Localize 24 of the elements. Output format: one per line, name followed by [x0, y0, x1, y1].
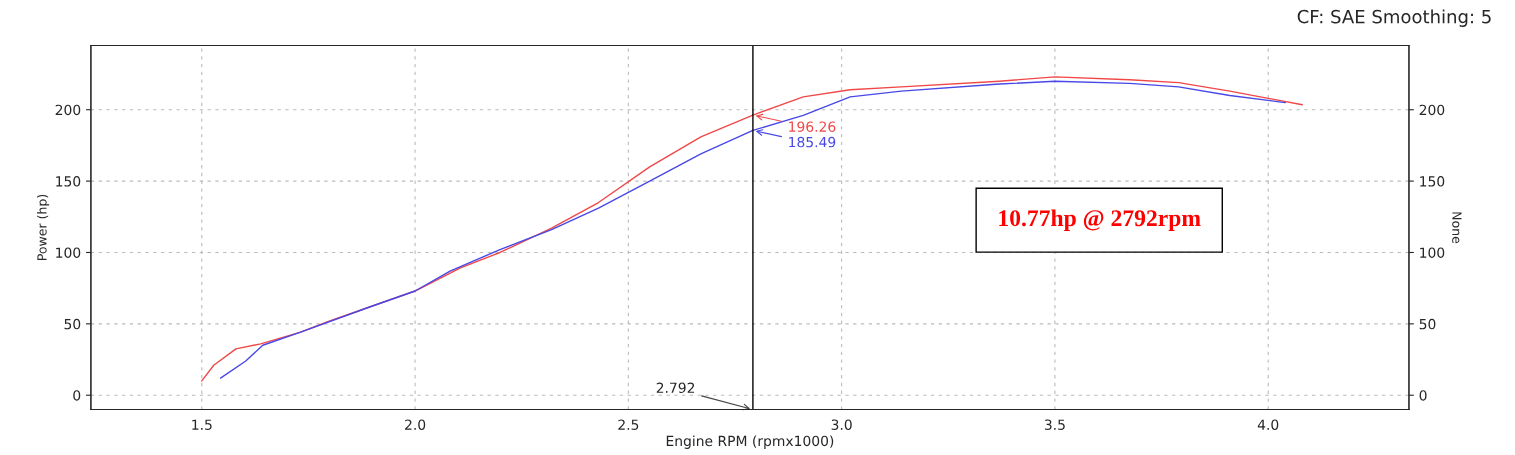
- y2-tick-label: 150: [1420, 176, 1445, 187]
- chart-subtitle: CF: SAE Smoothing: 5: [1297, 9, 1491, 27]
- annotation: 10.77hp @ 2792rpm: [999, 209, 1201, 231]
- y-tick-label: 50: [64, 318, 81, 330]
- y2-tick-label: 200: [1419, 104, 1445, 116]
- y-tick-label: 0: [73, 390, 81, 401]
- y2-axis-title: None: [1452, 212, 1462, 244]
- y-tick-label: 200: [55, 104, 81, 116]
- y-tick-label: 150: [56, 176, 81, 187]
- y2-tick-label: 100: [1420, 247, 1445, 258]
- y-tick-label: 100: [56, 247, 81, 258]
- y2-tick-label: 50: [1419, 318, 1436, 330]
- y2-tick-label: 0: [1419, 390, 1427, 401]
- x-tick-label: 2.0: [405, 419, 426, 430]
- annotation: 185.49: [789, 136, 836, 148]
- y-axis-title: Power (hp): [37, 194, 50, 260]
- x-axis-title: Engine RPM (rpmx1000): [666, 435, 834, 449]
- x-tick-label: 4.0: [1257, 419, 1279, 430]
- x-tick-label: 2.5: [618, 419, 639, 430]
- annotation: 196.26: [789, 121, 836, 132]
- x-tick-label: 3.5: [1044, 419, 1065, 430]
- x-tick-label: 1.5: [192, 419, 212, 430]
- x-tick-label: 3.0: [831, 419, 852, 430]
- ref-line-label: 2.792: [656, 382, 695, 394]
